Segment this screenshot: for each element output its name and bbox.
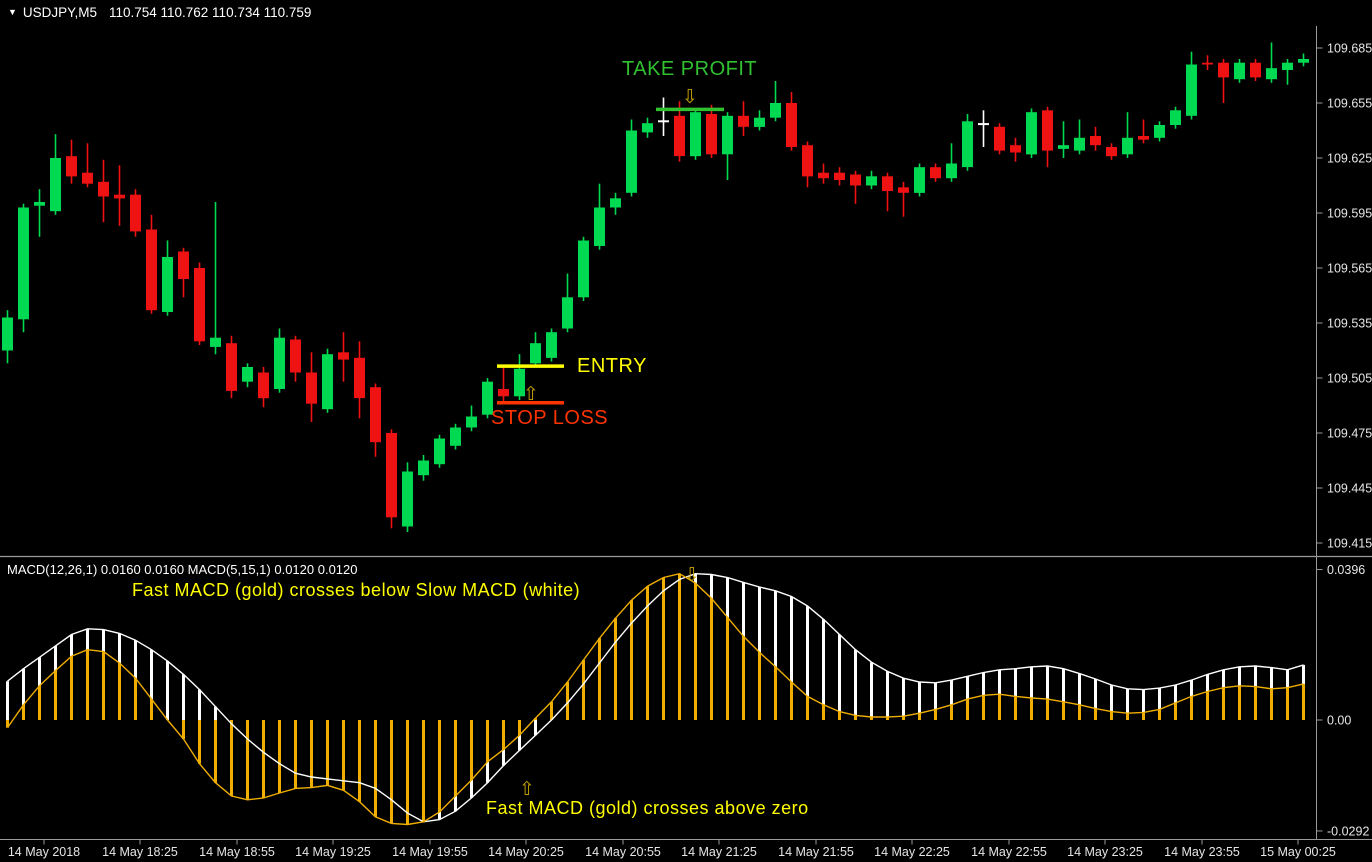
ohlc-quote-label: 110.754 110.762 110.734 110.759 xyxy=(108,5,312,20)
symbol-period-label: USDJPY,M5 xyxy=(22,5,97,20)
time-axis-label: 14 May 19:25 xyxy=(295,845,371,859)
time-axis-label: 14 May 20:25 xyxy=(488,845,564,859)
chart-title-bar: ▼ USDJPY,M5 110.754 110.762 110.734 110.75… xyxy=(8,5,311,20)
price-axis-label: 109.565 xyxy=(1327,262,1372,276)
time-axis-label: 14 May 22:25 xyxy=(874,845,950,859)
macd-lines-layer xyxy=(6,572,1304,826)
macd-indicator-label: MACD(12,26,1) 0.0160 0.0160 MACD(5,15,1)… xyxy=(7,562,358,577)
stop-loss-label[interactable]: STOP LOSS xyxy=(491,407,609,429)
price-axis-label: 109.625 xyxy=(1327,152,1372,166)
macd-axis-label: 0.0396 xyxy=(1327,563,1365,577)
macd-cross-annotation[interactable]: Fast MACD (gold) crosses below Slow MACD… xyxy=(132,580,581,600)
time-axis-label: 15 May 00:25 xyxy=(1260,845,1336,859)
entry-label[interactable]: ENTRY xyxy=(577,355,647,377)
price-axis-label: 109.475 xyxy=(1327,427,1372,441)
axes-layer: 109.685 109.655 109.625 109.595 109.565 109.5… xyxy=(0,26,1372,859)
collapse-triangle-icon[interactable]: ▼ xyxy=(8,7,17,17)
slow-macd-line xyxy=(7,572,1304,823)
price-axis-label: 109.505 xyxy=(1327,372,1372,386)
macd-zero-up-arrow[interactable]: ⇧ xyxy=(519,778,535,800)
time-axis-label: 14 May 23:55 xyxy=(1164,845,1240,859)
price-axis-label: 109.595 xyxy=(1327,207,1372,221)
time-axis-label: 14 May 21:55 xyxy=(778,845,854,859)
time-axis-label: 14 May 20:55 xyxy=(585,845,661,859)
macd-histogram-layer xyxy=(6,573,1305,825)
time-axis-label: 14 May 23:25 xyxy=(1067,845,1143,859)
time-axis-label: 14 May 18:55 xyxy=(199,845,275,859)
time-axis-label: 14 May 2018 xyxy=(8,845,80,859)
price-axis-label: 109.685 xyxy=(1327,42,1372,56)
time-axis-label: 14 May 22:55 xyxy=(971,845,1047,859)
price-axis-label: 109.535 xyxy=(1327,317,1372,331)
macd-cross-down-arrow[interactable]: ⇩ xyxy=(684,564,700,586)
macd-axis-label: -0.0292 xyxy=(1327,824,1369,838)
take-profit-label[interactable]: TAKE PROFIT xyxy=(622,58,758,80)
chart-objects-layer: ⇩ ⇧ ⇩ ⇧ xyxy=(497,86,724,800)
fast-macd-line xyxy=(6,572,1304,826)
price-axis-label: 109.655 xyxy=(1327,97,1372,111)
time-axis-label: 14 May 21:25 xyxy=(681,845,757,859)
price-axis-label: 109.415 xyxy=(1327,537,1372,551)
entry-arrow[interactable]: ⇧ xyxy=(523,383,539,405)
time-axis-label: 14 May 19:55 xyxy=(392,845,468,859)
macd-axis-label: 0.00 xyxy=(1327,714,1351,728)
candles-layer xyxy=(2,42,1309,532)
price-axis-label: 109.445 xyxy=(1327,482,1372,496)
time-axis-label: 14 May 18:25 xyxy=(102,845,178,859)
macd-zero-annotation[interactable]: Fast MACD (gold) crosses above zero xyxy=(486,798,809,818)
take-profit-arrow[interactable]: ⇩ xyxy=(682,86,698,108)
